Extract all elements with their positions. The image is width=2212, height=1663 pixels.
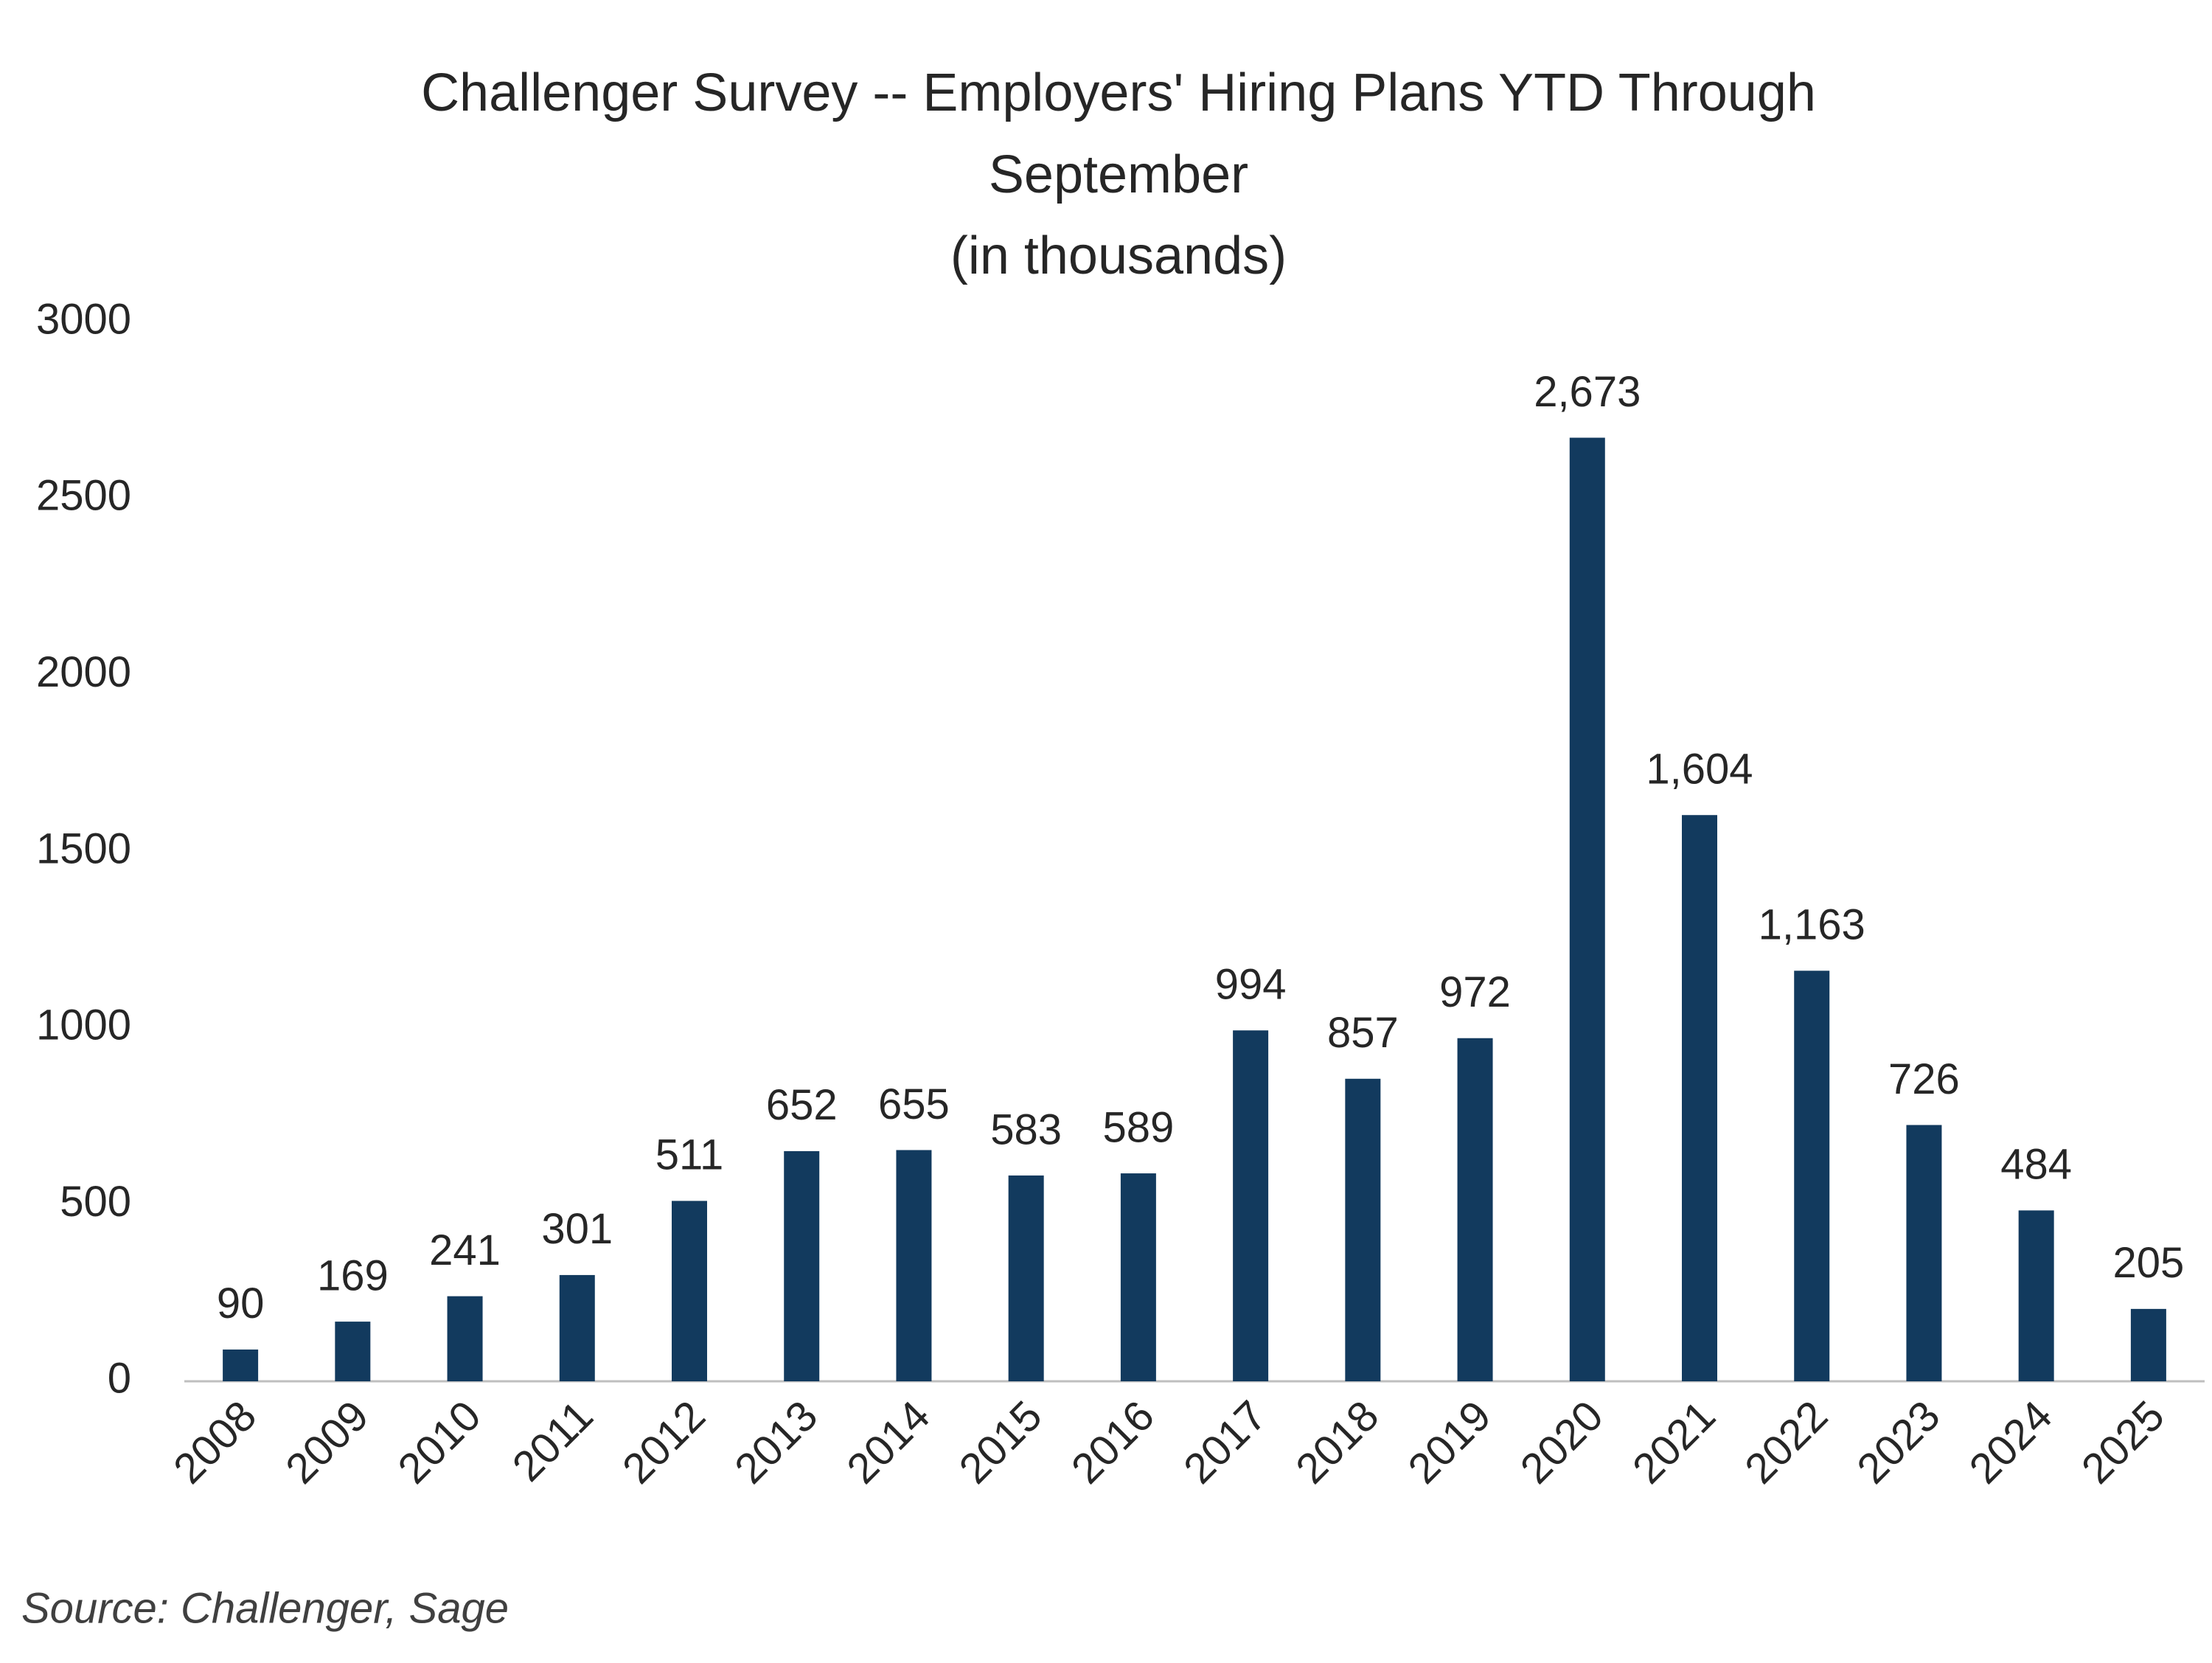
value-label: 972: [1439, 968, 1511, 1016]
x-tick-label: 2024: [1960, 1392, 2061, 1493]
source-note: Source: Challenger, Sage: [21, 1584, 509, 1632]
chart-subtitle: (in thousands): [950, 226, 1287, 285]
x-tick-label: 2019: [1399, 1392, 1500, 1493]
x-tick-label: 2017: [1175, 1392, 1276, 1493]
x-tick-label: 2023: [1848, 1392, 1949, 1493]
bar: [447, 1296, 483, 1381]
bar: [335, 1322, 371, 1381]
bar: [1345, 1078, 1381, 1381]
value-label: 241: [429, 1226, 501, 1274]
x-tick-label: 2020: [1512, 1392, 1613, 1493]
value-label: 169: [317, 1251, 389, 1299]
value-label: 205: [2112, 1239, 2184, 1287]
bar: [1233, 1030, 1269, 1381]
bar: [1906, 1125, 1942, 1381]
y-tick-label: 3000: [36, 295, 131, 343]
y-tick-label: 0: [108, 1354, 131, 1402]
bar: [1120, 1173, 1156, 1381]
value-label: 652: [766, 1081, 838, 1129]
x-tick-label: 2015: [950, 1392, 1051, 1493]
x-tick-label: 2025: [2073, 1392, 2174, 1493]
value-label: 589: [1102, 1103, 1174, 1151]
y-tick-label: 500: [60, 1178, 131, 1226]
y-tick-label: 2500: [36, 472, 131, 520]
value-label: 1,163: [1759, 901, 1865, 949]
value-label: 90: [217, 1280, 265, 1327]
bar: [2130, 1308, 2166, 1381]
x-tick-label: 2014: [838, 1392, 939, 1493]
value-label: 655: [878, 1080, 950, 1128]
bar: [1569, 437, 1605, 1382]
value-label: 583: [990, 1105, 1062, 1153]
x-tick-label: 2022: [1736, 1392, 1837, 1493]
bar: [1008, 1175, 1044, 1381]
bar: [223, 1349, 259, 1381]
bar: [1794, 971, 1830, 1381]
value-label: 484: [2000, 1141, 2072, 1189]
value-label: 301: [541, 1205, 613, 1253]
bar: [784, 1150, 820, 1381]
bar: [1457, 1038, 1493, 1381]
x-tick-label: 2021: [1624, 1392, 1725, 1493]
y-tick-label: 1000: [36, 1001, 131, 1049]
value-label: 1,604: [1646, 746, 1753, 794]
value-label: 994: [1215, 961, 1287, 1009]
x-tick-label: 2010: [389, 1392, 490, 1493]
x-tick-label: 2018: [1287, 1392, 1388, 1493]
value-label: 2,673: [1534, 368, 1641, 416]
x-tick-label: 2012: [613, 1392, 714, 1493]
chart-title: Challenger Survey -- Employers' Hiring P…: [421, 63, 1816, 122]
bar: [1682, 815, 1717, 1381]
y-tick-label: 1500: [36, 824, 131, 872]
value-label: 511: [655, 1131, 723, 1179]
x-tick-label: 2009: [276, 1392, 378, 1493]
y-tick-label: 2000: [36, 648, 131, 696]
chart-title: September: [989, 145, 1248, 204]
value-label: 857: [1327, 1009, 1399, 1057]
x-tick-label: 2008: [164, 1392, 265, 1493]
value-label: 726: [1888, 1055, 1960, 1103]
bar: [2018, 1210, 2054, 1381]
bar: [896, 1150, 932, 1381]
x-tick-label: 2016: [1062, 1392, 1164, 1493]
x-tick-label: 2011: [504, 1392, 602, 1490]
x-tick-label: 2013: [726, 1392, 827, 1493]
bar: [559, 1274, 595, 1381]
bar: [672, 1201, 707, 1381]
